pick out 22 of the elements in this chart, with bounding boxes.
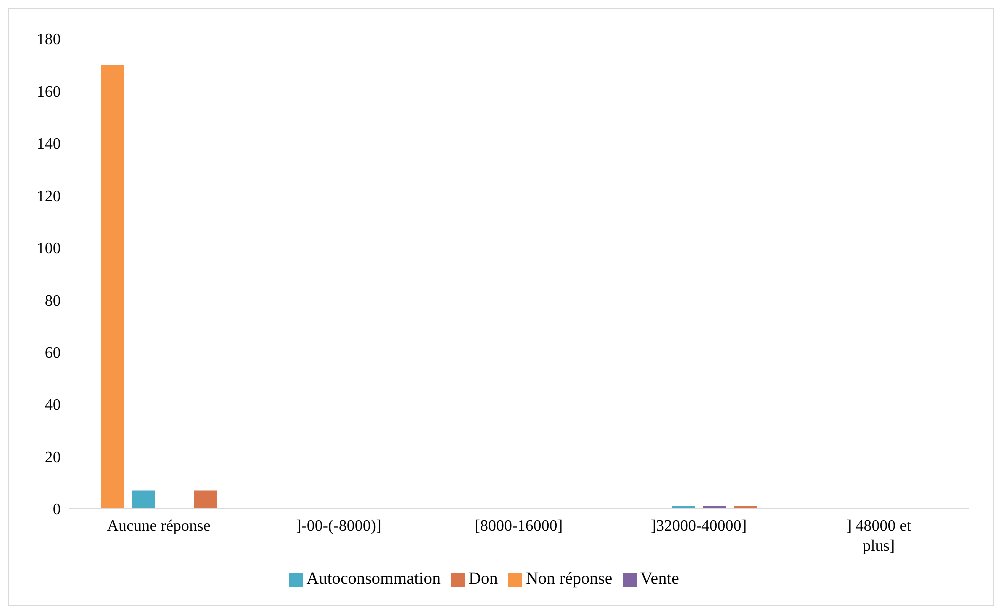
y-tick-label: 140: [37, 136, 61, 154]
x-tick-label: ]32000-40000]: [651, 518, 747, 535]
y-tick-label: 0: [53, 502, 61, 519]
legend-label: Autoconsommation: [306, 569, 441, 588]
y-tick-label: 20: [45, 449, 61, 466]
legend-label: Don: [468, 569, 498, 588]
y-tick-label: 60: [45, 345, 61, 362]
y-tick-label: 180: [37, 32, 61, 49]
x-tick-label: Aucune réponse: [107, 518, 211, 535]
x-tick-label: ] 48000 et plus]: [846, 518, 912, 555]
legend-label: Vente: [640, 569, 680, 588]
x-tick-label: ]-00-(-8000)]: [296, 518, 382, 535]
bar: [132, 490, 156, 509]
bar: [101, 65, 124, 509]
y-tick-label: 160: [37, 84, 61, 101]
y-tick-label: 80: [45, 292, 61, 310]
x-tick-label: [8000-16000]: [475, 518, 563, 535]
y-tick-label: 100: [37, 240, 61, 258]
bar: [194, 490, 218, 509]
legend-label: Non réponse: [526, 569, 613, 588]
y-tick-label: 40: [45, 397, 61, 414]
y-tick-label: 120: [37, 188, 61, 206]
